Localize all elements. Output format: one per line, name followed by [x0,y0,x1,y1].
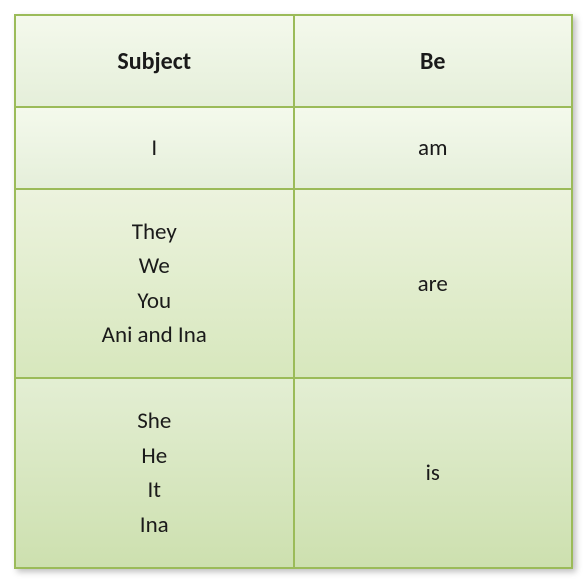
table-row: SheHeItIna is [15,378,572,568]
cell-subject: TheyWeYouAni and Ina [15,189,294,379]
table-row: TheyWeYouAni and Ina are [15,189,572,379]
cell-be: are [294,189,573,379]
table-header-row: Subject Be [15,15,572,107]
col-header-be: Be [294,15,573,107]
cell-be: am [294,107,573,189]
table-row: I am [15,107,572,189]
cell-be: is [294,378,573,568]
cell-subject: SheHeItIna [15,378,294,568]
subject-lines: SheHeItIna [24,404,285,542]
col-header-subject: Subject [15,15,294,107]
subject-lines: TheyWeYouAni and Ina [24,215,285,353]
grammar-table-container: Subject Be I am TheyWeYouAni and Ina are… [14,14,573,569]
subject-lines: I [24,131,285,166]
grammar-table: Subject Be I am TheyWeYouAni and Ina are… [14,14,573,569]
cell-subject: I [15,107,294,189]
